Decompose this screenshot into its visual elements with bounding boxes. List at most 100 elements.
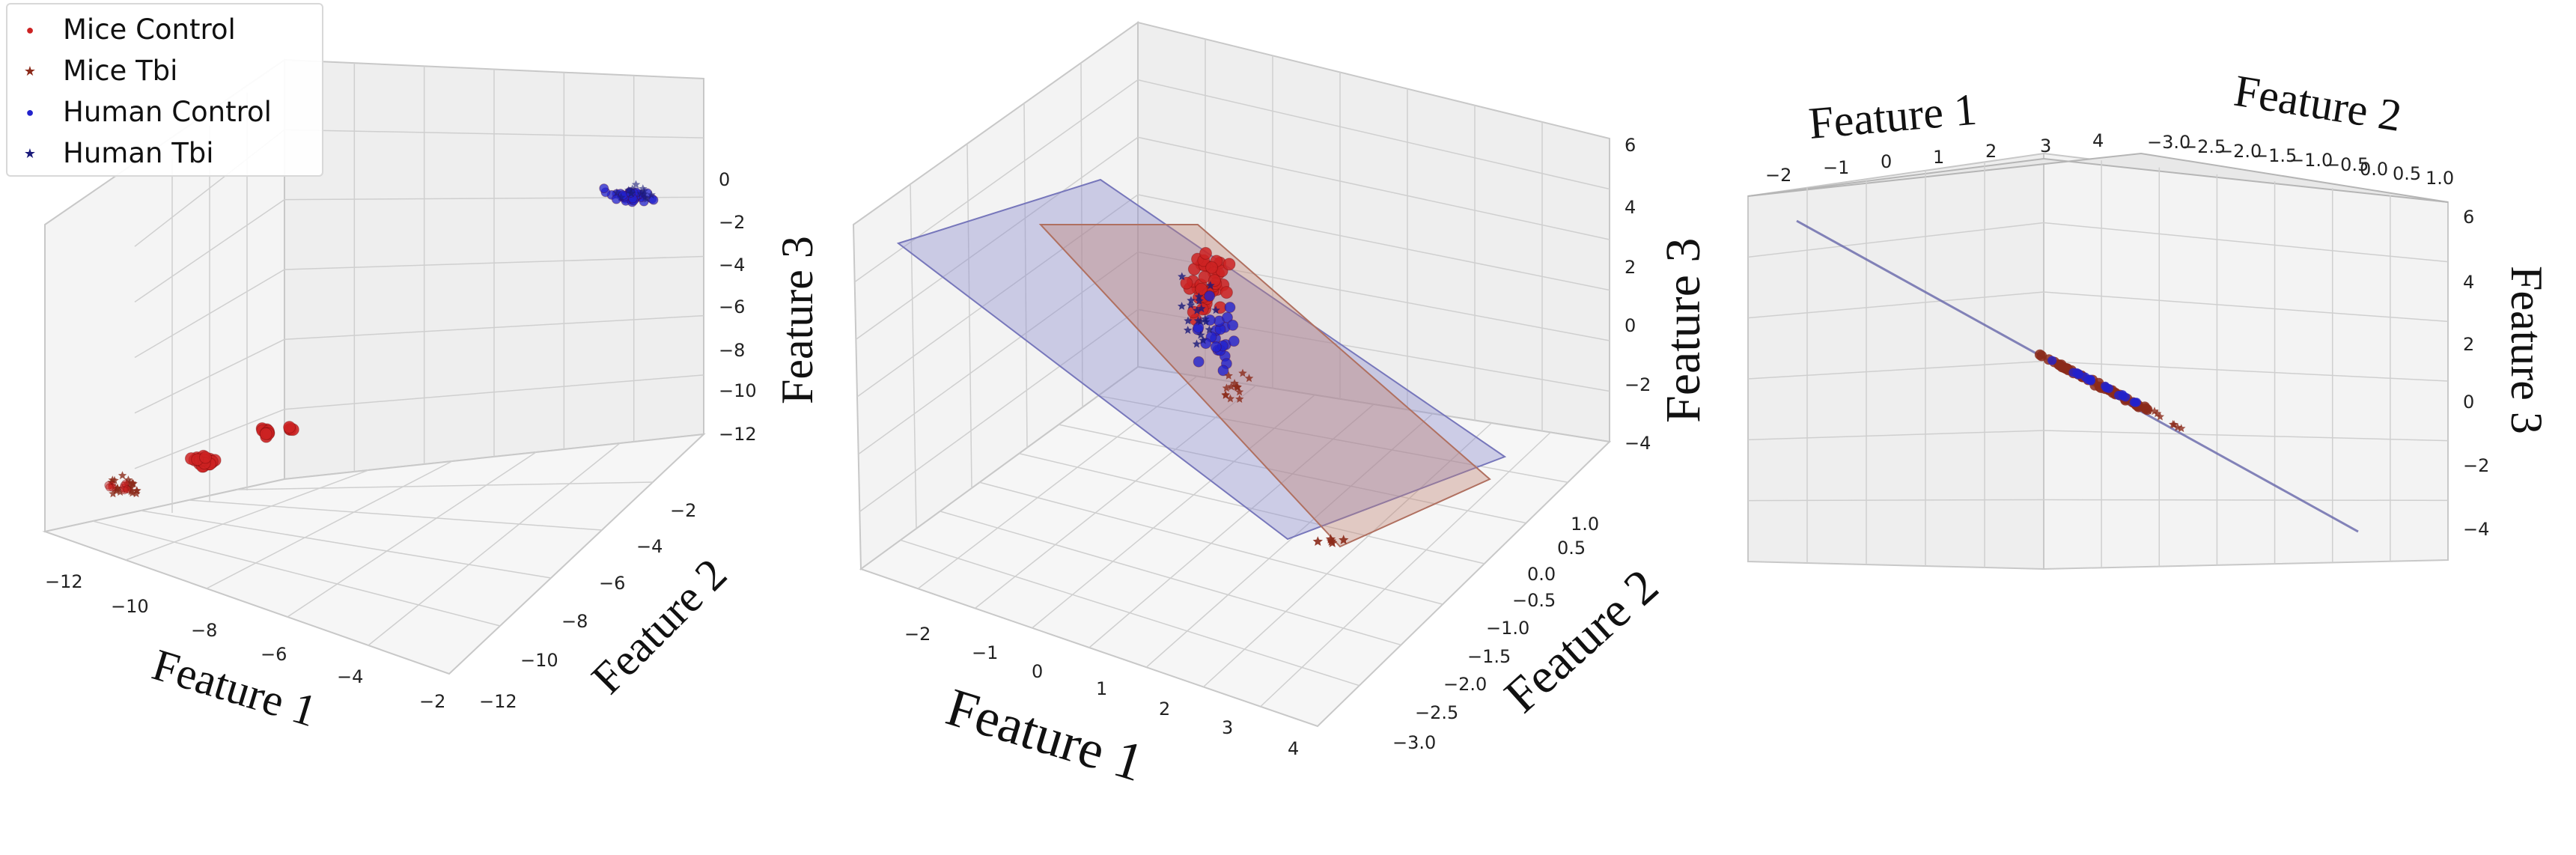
y-tick-label: −2.5 — [1415, 702, 1458, 723]
z-tick-label: −6 — [719, 296, 745, 317]
data-point — [133, 486, 141, 495]
data-point — [1195, 282, 1208, 296]
data-point — [1312, 536, 1323, 546]
z-tick-label: −2 — [1625, 374, 1651, 395]
y-tick-label: 0.0 — [2360, 159, 2388, 180]
grid-line — [917, 375, 1198, 589]
y-tick-label: 0.5 — [1557, 538, 1586, 559]
z-tick-label: 4 — [2463, 272, 2474, 293]
grid-line — [1137, 136, 1610, 240]
x-tick-label: −2 — [419, 691, 445, 712]
data-point — [612, 188, 621, 197]
x-tick-label: 1 — [1096, 678, 1107, 699]
z-tick-label: 0 — [2463, 392, 2474, 413]
data-point — [1225, 394, 1235, 403]
pane-top — [1747, 152, 2449, 203]
data-point — [617, 192, 626, 201]
x-tick-label: 2 — [1159, 699, 1170, 719]
y-tick-labels: −3.0 −2.5 −2.0 −1.5 −1.0 −0.5 0.0 0.5 1.… — [2147, 132, 2454, 189]
data-point — [1193, 356, 1205, 368]
scatter-points — [104, 180, 659, 498]
grid-line — [134, 338, 285, 414]
grid-line — [284, 255, 704, 270]
legend-label: Mice Tbi — [63, 55, 178, 87]
data-point — [1224, 371, 1233, 380]
data-point — [1224, 302, 1236, 314]
data-point — [1211, 305, 1220, 314]
data-point — [1180, 276, 1193, 290]
data-point — [1193, 316, 1203, 325]
data-point — [283, 421, 296, 434]
fitted-plane-red — [1038, 224, 1491, 548]
grid-line — [236, 481, 654, 490]
x-tick-label: −2 — [904, 624, 931, 645]
grid-line — [858, 252, 1139, 455]
data-point — [1178, 272, 1187, 281]
grid-line — [284, 314, 704, 341]
y-tick-labels: −12 −10 −8 −6 −4 −2 — [479, 500, 696, 712]
x-tick-label: 2 — [1985, 141, 1997, 162]
y-axis-label: Feature 2 — [2231, 66, 2405, 141]
grid-line — [1747, 499, 2044, 502]
data-point — [2169, 420, 2178, 429]
x-axis-label: Feature 1 — [147, 639, 322, 736]
data-point — [1199, 335, 1208, 344]
z-tick-label: −4 — [719, 255, 745, 276]
data-point — [624, 186, 633, 195]
y-tick-label: −0.5 — [2325, 154, 2369, 175]
data-point — [1222, 258, 1236, 271]
data-point — [1206, 281, 1215, 290]
x-tick-label: −2 — [1765, 165, 1791, 186]
data-point — [1184, 316, 1193, 325]
data-point — [132, 489, 141, 498]
grid-line — [1032, 394, 1315, 629]
data-point — [1202, 317, 1211, 326]
data-point — [1187, 296, 1196, 305]
data-point — [1186, 300, 1196, 309]
data-point — [1231, 382, 1241, 391]
data-point — [1192, 339, 1202, 348]
grid-line — [188, 499, 603, 531]
data-point — [1228, 335, 1240, 347]
x-tick-label: 1 — [1933, 147, 1944, 168]
data-point — [2177, 424, 2186, 433]
z-tick-label: −8 — [719, 340, 745, 361]
grid-line — [284, 129, 704, 139]
chart-panel-2: −2 −1 0 1 2 3 4 1.0 0.5 0.0 −0.5 −1.0 −1… — [852, 21, 1711, 793]
data-point — [1244, 374, 1254, 383]
grid-lines — [854, 39, 1610, 708]
data-point — [647, 190, 656, 199]
z-axis-label: Feature 3 — [1656, 238, 1711, 423]
z-tick-label: 2 — [1625, 257, 1636, 278]
y-tick-label: −2.0 — [2218, 141, 2262, 162]
grid-line — [1747, 430, 2044, 441]
data-point — [2034, 349, 2045, 360]
data-point — [636, 189, 645, 198]
grid-line — [1747, 360, 2044, 380]
pane-right-wall — [2043, 152, 2449, 570]
x-axis-label: Feature 1 — [940, 677, 1151, 793]
z-axis-label: Feature 3 — [773, 236, 822, 404]
data-point — [123, 485, 132, 494]
legend-label: Human Tbi — [63, 137, 214, 169]
data-point — [599, 183, 609, 194]
grid-line — [1137, 194, 1610, 291]
data-point — [631, 180, 641, 189]
x-axis-label: Feature 1 — [1806, 85, 1979, 148]
grid-line — [284, 374, 704, 410]
data-point — [1222, 311, 1234, 323]
y-tick-label: −2 — [670, 500, 696, 521]
z-tick-label: −4 — [2463, 519, 2489, 540]
y-tick-label: −1.0 — [2289, 150, 2333, 171]
data-point — [2144, 406, 2153, 415]
grid-line — [2043, 360, 2449, 382]
data-point — [1197, 304, 1206, 313]
y-tick-label: 1.0 — [2426, 168, 2454, 189]
z-tick-labels: 6 4 2 0 −2 −4 — [2463, 207, 2489, 540]
star-marker-icon: ★ — [23, 145, 37, 161]
scatter-points — [1177, 246, 1349, 547]
x-tick-labels: −2 −1 0 1 2 3 4 — [904, 624, 1299, 759]
data-point — [1205, 261, 1219, 274]
data-point — [1196, 330, 1205, 339]
